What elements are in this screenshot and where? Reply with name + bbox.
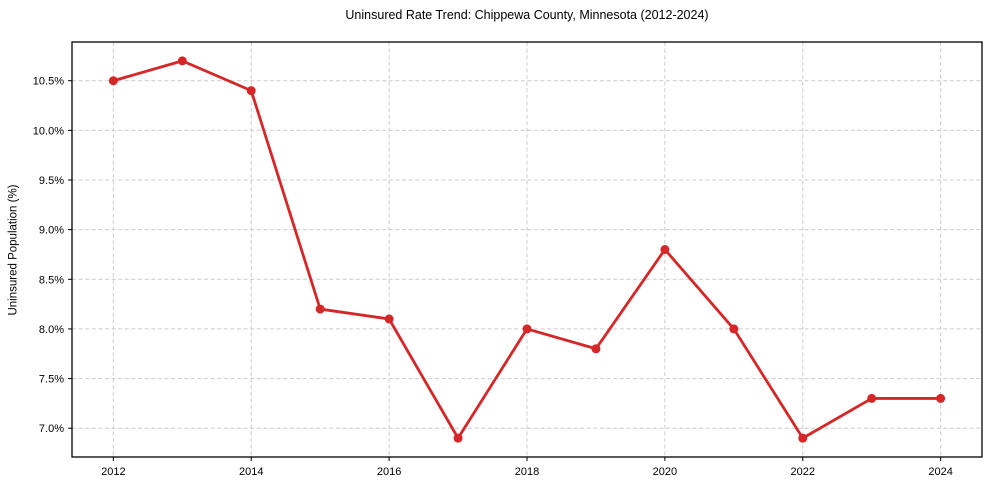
data-point-2016	[384, 314, 394, 324]
x-tick-label: 2022	[791, 466, 815, 478]
y-tick-label: 10.0%	[33, 125, 64, 137]
x-tick-label: 2014	[239, 466, 263, 478]
data-point-2019	[591, 344, 601, 354]
y-tick-label: 7.0%	[39, 423, 64, 435]
data-point-2015	[315, 304, 325, 314]
x-tick-label: 2012	[101, 466, 125, 478]
data-point-2024	[936, 393, 946, 403]
y-tick-label: 9.5%	[39, 175, 64, 187]
data-point-2013	[177, 56, 187, 66]
data-point-2023	[867, 393, 877, 403]
x-tick-label: 2018	[515, 466, 539, 478]
data-point-2021	[729, 324, 739, 334]
y-tick-label: 10.5%	[33, 76, 64, 88]
data-point-2022	[798, 433, 808, 443]
chart-title: Uninsured Rate Trend: Chippewa County, M…	[345, 8, 709, 22]
x-tick-label: 2016	[377, 466, 401, 478]
y-tick-label: 8.0%	[39, 324, 64, 336]
data-point-2012	[108, 76, 118, 86]
y-tick-label: 9.0%	[39, 225, 64, 237]
data-point-2020	[660, 245, 670, 254]
data-point-2017	[453, 433, 463, 443]
data-point-2014	[246, 86, 256, 96]
y-tick-label: 7.5%	[39, 374, 64, 386]
data-point-2018	[522, 324, 532, 334]
y-tick-label: 8.5%	[39, 274, 64, 286]
x-tick-label: 2020	[653, 466, 677, 478]
x-tick-label: 2024	[928, 466, 952, 478]
